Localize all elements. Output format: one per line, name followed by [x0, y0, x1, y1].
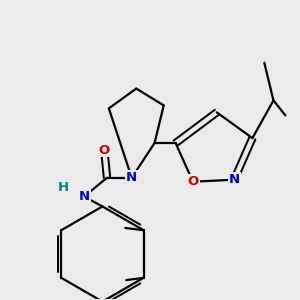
Text: O: O	[188, 175, 199, 188]
Text: O: O	[99, 143, 110, 157]
Text: N: N	[79, 190, 90, 203]
Text: N: N	[229, 173, 240, 186]
Text: H: H	[58, 181, 69, 194]
Text: N: N	[126, 171, 137, 184]
